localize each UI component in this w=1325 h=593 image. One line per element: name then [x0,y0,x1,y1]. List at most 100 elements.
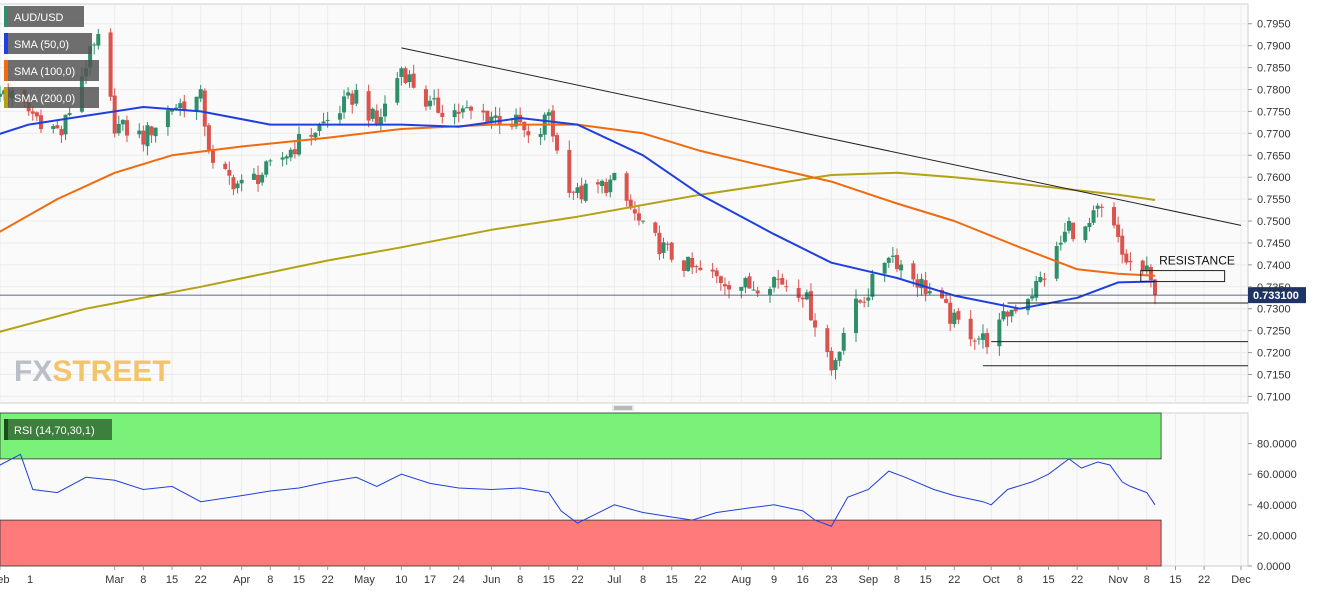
candle-body [661,242,666,253]
last-price-value: 0.733100 [1253,290,1299,302]
candle-body [911,263,916,280]
x-tick-label: Jun [483,574,501,586]
candle-body [251,173,256,180]
y-tick-label: 0.7200 [1257,348,1291,360]
candle-body [747,276,752,289]
candle-body [260,174,265,183]
rsi-y-tick-label: 60.0000 [1257,469,1297,481]
legend-label: SMA (200,0) [14,93,75,105]
candle-body [354,89,359,104]
candle-body [350,93,355,105]
candle-body [526,131,531,136]
candle-body [423,89,428,107]
candle-body [1058,242,1063,245]
x-tick-label: 22 [322,574,334,586]
candle-body [235,183,240,189]
candle-body [681,260,686,271]
candle-body [206,125,211,150]
candle-body [210,149,215,163]
legend-label: SMA (50,0) [14,39,69,51]
candle-body [346,92,351,96]
candle-body [317,124,322,132]
candle-body [374,110,379,124]
candle-body [841,332,846,351]
candle-body [894,255,899,270]
candle-body [231,177,236,190]
candle-body [239,179,244,184]
sma-50-line [0,106,1156,310]
candle-body [145,125,150,147]
candle-body [948,302,953,324]
candle-body [608,179,613,193]
panel-splitter-handle[interactable] [612,405,634,411]
x-tick-label: 15 [543,574,555,586]
candle-body [370,108,375,119]
candle-body [813,320,818,328]
candle-body [493,115,498,118]
sma-100-line [0,123,1156,277]
y-tick-label: 0.7950 [1257,19,1291,31]
x-tick-label: Dec [1231,574,1251,586]
candle-body [727,285,732,290]
candle-body [952,312,957,325]
x-tick-label: 8 [267,574,273,586]
y-tick-label: 0.7900 [1257,41,1291,53]
candle-body [1026,299,1031,311]
watermark-part1: FX [14,355,52,388]
rsi-y-tick-label: 0.0000 [1257,561,1291,573]
y-tick-label: 0.7800 [1257,85,1291,97]
last-price-tag [1248,287,1306,304]
candle-body [755,290,760,294]
y-tick-label: 0.7150 [1257,370,1291,382]
trendline-down [401,47,1242,226]
candle-body [256,174,261,185]
candle-body [1009,309,1014,317]
candle-body [808,291,813,321]
x-tick-label: Mar [105,574,124,586]
candle-body [776,278,781,280]
x-tick-label: 1 [27,574,33,586]
x-tick-label: 8 [1017,574,1023,586]
x-tick-label: 22 [1071,574,1083,586]
candle-body [382,103,387,117]
candle-body [1066,221,1071,231]
candle-body [718,276,723,283]
candle-body [800,297,805,300]
candle-body [686,256,691,271]
candle-body [1140,260,1145,272]
candle-body [116,123,121,134]
candle-body [919,278,924,289]
x-tick-label: 8 [140,574,146,586]
x-tick-label: 22 [1198,574,1210,586]
candle-body [321,121,326,124]
candle-body [92,44,97,46]
x-tick-label: 22 [694,574,706,586]
y-tick-label: 0.7500 [1257,216,1291,228]
candle-body [1005,311,1010,317]
candle-body [153,127,158,137]
legend-swatch [4,87,8,108]
candle-body [120,119,125,125]
candle-body [1144,265,1149,272]
candle-body [976,338,981,340]
candle-body [481,110,486,113]
candle-body [833,360,838,371]
x-tick-label: 24 [453,574,465,586]
y-tick-label: 0.7850 [1257,63,1291,75]
candle-body [489,116,494,122]
rsi-oversold-zone [0,519,1162,567]
candle-body [280,157,285,160]
svg-text:FXSTREET: FXSTREET [14,355,171,388]
candle-body [337,113,342,120]
candle-body [149,126,154,136]
candle-body [641,220,646,222]
candle-body [284,156,289,159]
candle-body [866,297,871,301]
candle-body [751,289,756,291]
candle-body [178,103,183,109]
candle-body [567,149,572,193]
candle-body [858,300,863,303]
candle-body [1083,226,1088,241]
x-tick-label: 9 [771,574,777,586]
